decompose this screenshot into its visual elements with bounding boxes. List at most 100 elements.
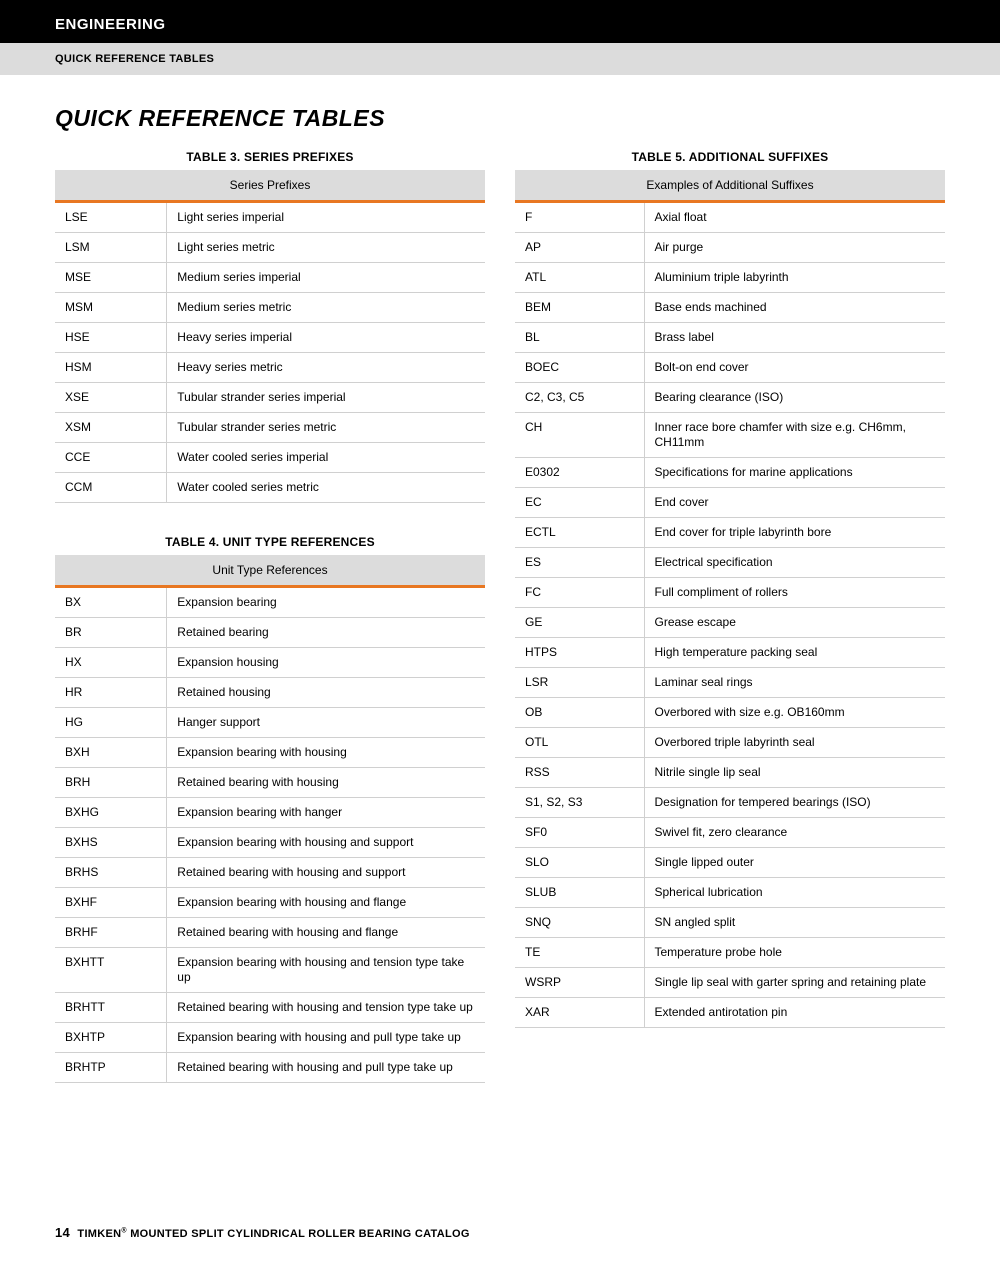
table5-code: ES: [515, 548, 644, 578]
table5-desc: Single lipped outer: [644, 848, 945, 878]
table4-code: BXHG: [55, 798, 167, 828]
table3-code: MSE: [55, 263, 167, 293]
left-column: TABLE 3. SERIES PREFIXES Series Prefixes…: [55, 150, 485, 1115]
table-row: BRHRetained bearing with housing: [55, 768, 485, 798]
table3-code: CCE: [55, 443, 167, 473]
table5-desc: Grease escape: [644, 608, 945, 638]
table5-desc: Aluminium triple labyrinth: [644, 263, 945, 293]
table-row: SF0Swivel fit, zero clearance: [515, 818, 945, 848]
table5-desc: Brass label: [644, 323, 945, 353]
table5-desc: Axial float: [644, 202, 945, 233]
table5-code: TE: [515, 938, 644, 968]
table4-desc: Expansion bearing with housing and pull …: [167, 1023, 485, 1053]
table5-desc: Temperature probe hole: [644, 938, 945, 968]
table-row: BXHExpansion bearing with housing: [55, 738, 485, 768]
table-row: BRHFRetained bearing with housing and fl…: [55, 918, 485, 948]
table-row: BRHSRetained bearing with housing and su…: [55, 858, 485, 888]
table-row: XSETubular strander series imperial: [55, 383, 485, 413]
table3-series-prefixes: Series Prefixes LSELight series imperial…: [55, 170, 485, 503]
table-row: XARExtended antirotation pin: [515, 998, 945, 1028]
table5-code: HTPS: [515, 638, 644, 668]
table-row: BXHTTExpansion bearing with housing and …: [55, 948, 485, 993]
table4-desc: Expansion bearing with housing and flang…: [167, 888, 485, 918]
table5-code: CH: [515, 413, 644, 458]
table4-code: BRH: [55, 768, 167, 798]
table-row: LSELight series imperial: [55, 202, 485, 233]
table3-desc: Heavy series imperial: [167, 323, 485, 353]
table-row: SLUBSpherical lubrication: [515, 878, 945, 908]
table5-desc: SN angled split: [644, 908, 945, 938]
table5-desc: Overbored triple labyrinth seal: [644, 728, 945, 758]
table-row: CCMWater cooled series metric: [55, 473, 485, 503]
table4-desc: Expansion bearing with housing and tensi…: [167, 948, 485, 993]
table-row: BXHFExpansion bearing with housing and f…: [55, 888, 485, 918]
table-row: HSEHeavy series imperial: [55, 323, 485, 353]
table3-desc: Water cooled series metric: [167, 473, 485, 503]
table5-code: LSR: [515, 668, 644, 698]
table-row: FCFull compliment of rollers: [515, 578, 945, 608]
table-row: WSRPSingle lip seal with garter spring a…: [515, 968, 945, 998]
table5-desc: Single lip seal with garter spring and r…: [644, 968, 945, 998]
table5-desc: Specifications for marine applications: [644, 458, 945, 488]
table5-desc: End cover: [644, 488, 945, 518]
table5-desc: Swivel fit, zero clearance: [644, 818, 945, 848]
table5-code: RSS: [515, 758, 644, 788]
table-row: BRHTTRetained bearing with housing and t…: [55, 993, 485, 1023]
table4-code: HG: [55, 708, 167, 738]
table-row: BXHSExpansion bearing with housing and s…: [55, 828, 485, 858]
table4-code: BXHF: [55, 888, 167, 918]
table-row: ECEnd cover: [515, 488, 945, 518]
table3-caption: TABLE 3. SERIES PREFIXES: [55, 150, 485, 164]
table4-code: BXHS: [55, 828, 167, 858]
table-row: S1, S2, S3Designation for tempered beari…: [515, 788, 945, 818]
table-row: OTLOverbored triple labyrinth seal: [515, 728, 945, 758]
table-row: BXHGExpansion bearing with hanger: [55, 798, 485, 828]
table3-desc: Light series metric: [167, 233, 485, 263]
table5-desc: Bearing clearance (ISO): [644, 383, 945, 413]
page-footer: 14 TIMKEN® MOUNTED SPLIT CYLINDRICAL ROL…: [55, 1225, 470, 1240]
table5-desc: Spherical lubrication: [644, 878, 945, 908]
table5-code: SLO: [515, 848, 644, 878]
table5-code: BL: [515, 323, 644, 353]
table5-desc: Nitrile single lip seal: [644, 758, 945, 788]
table-row: BLBrass label: [515, 323, 945, 353]
table5-code: ECTL: [515, 518, 644, 548]
table5-code: OTL: [515, 728, 644, 758]
table4-desc: Retained bearing with housing and flange: [167, 918, 485, 948]
table4-code: BXHTT: [55, 948, 167, 993]
table-row: FAxial float: [515, 202, 945, 233]
table3-code: HSE: [55, 323, 167, 353]
table3-desc: Light series imperial: [167, 202, 485, 233]
table4-desc: Retained bearing with housing and suppor…: [167, 858, 485, 888]
table-row: GEGrease escape: [515, 608, 945, 638]
table4-code: BXHTP: [55, 1023, 167, 1053]
table5-desc: High temperature packing seal: [644, 638, 945, 668]
table4-code: BRHS: [55, 858, 167, 888]
table4-code: HX: [55, 648, 167, 678]
table-row: XSMTubular strander series metric: [55, 413, 485, 443]
table5-code: OB: [515, 698, 644, 728]
table-row: OBOverbored with size e.g. OB160mm: [515, 698, 945, 728]
table4-desc: Retained bearing with housing and pull t…: [167, 1053, 485, 1083]
table4-desc: Expansion bearing: [167, 587, 485, 618]
table4-desc: Retained bearing with housing: [167, 768, 485, 798]
table4-desc: Expansion housing: [167, 648, 485, 678]
table4-header: Unit Type References: [55, 555, 485, 587]
page-title: QUICK REFERENCE TABLES: [55, 105, 945, 132]
table5-code: SF0: [515, 818, 644, 848]
table-row: ESElectrical specification: [515, 548, 945, 578]
table-row: BRRetained bearing: [55, 618, 485, 648]
table4-desc: Retained bearing with housing and tensio…: [167, 993, 485, 1023]
table-row: HRRetained housing: [55, 678, 485, 708]
table4-desc: Retained bearing: [167, 618, 485, 648]
table5-code: GE: [515, 608, 644, 638]
table3-desc: Tubular strander series metric: [167, 413, 485, 443]
table5-code: SLUB: [515, 878, 644, 908]
table-row: BXHTPExpansion bearing with housing and …: [55, 1023, 485, 1053]
table-row: CCEWater cooled series imperial: [55, 443, 485, 473]
table5-header: Examples of Additional Suffixes: [515, 170, 945, 202]
table-row: TETemperature probe hole: [515, 938, 945, 968]
table5-code: AP: [515, 233, 644, 263]
table5-code: XAR: [515, 998, 644, 1028]
table-row: BXExpansion bearing: [55, 587, 485, 618]
